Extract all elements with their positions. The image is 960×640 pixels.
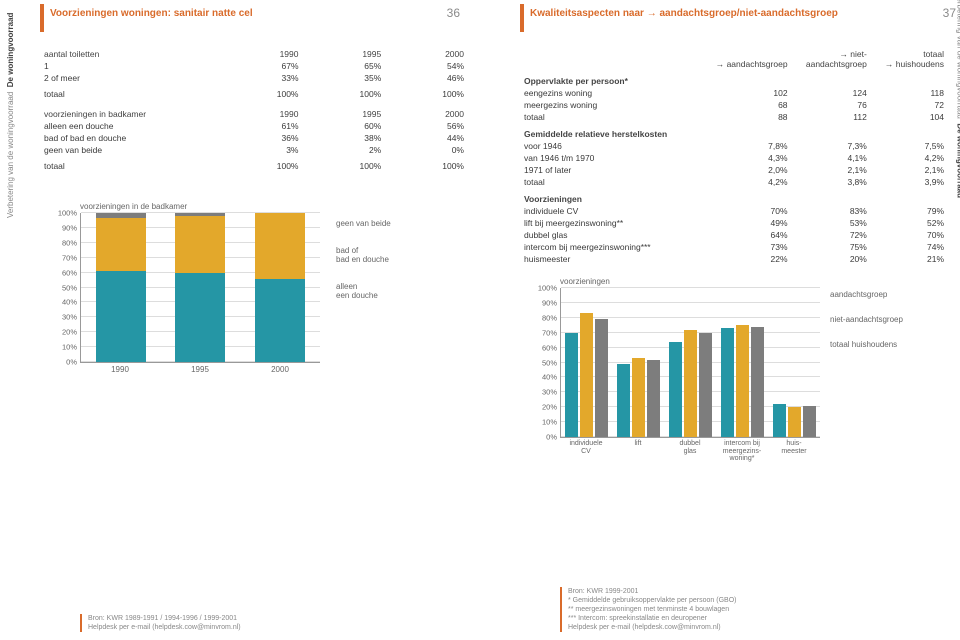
page-headers: Voorzieningen woningen: sanitair natte c… [0,0,960,38]
side-label-right: Verbetering van de woningvoorraad De won… [955,0,960,198]
chart-title-left: voorzieningen in de badkamer [80,202,468,211]
chart-title-right: voorzieningen [560,277,948,286]
panel-right: Verbetering van de woningvoorraad De won… [480,38,960,640]
accent-bar-right [520,4,524,32]
panel-left: Verbetering van de woningvoorraad De won… [0,38,480,640]
legend-left: geen van beidebad of bad en douchealleen… [336,219,391,318]
chart-right: 0%10%20%30%40%50%60%70%80%90%100% [560,288,820,438]
table-toiletten: aantal toiletten199019952000167%65%54%2 … [40,48,468,100]
source-right: Bron: KWR 1999-2001* Gemiddelde gebruiks… [560,587,736,632]
accent-bar-left [40,4,44,32]
page: Voorzieningen woningen: sanitair natte c… [0,0,960,640]
page-number-right: 37 [943,6,956,20]
title-left: Voorzieningen woningen: sanitair natte c… [50,4,253,19]
header-left: Voorzieningen woningen: sanitair natte c… [0,0,480,38]
side-label-left: Verbetering van de woningvoorraad De won… [6,13,15,218]
table-right: → aandachtsgroep→ niet-aandachtsgroeptot… [520,48,948,265]
legend-right: aandachtsgroepniet-aandachtsgroeptotaal … [830,290,903,365]
xlabels-right: individuele CVliftdubbel glasintercom bi… [560,440,820,463]
title-right: Kwaliteitsaspecten naar → aandachtsgroep… [530,4,838,19]
header-right: Kwaliteitsaspecten naar → aandachtsgroep… [480,0,960,38]
xlabels-left: 199019952000 [80,365,320,374]
page-number-left: 36 [447,6,460,20]
source-left: Bron: KWR 1989-1991 / 1994-1996 / 1999-2… [80,614,241,632]
table-badkamer: voorzieningen in badkamer199019952000all… [40,108,468,172]
chart-left: 0%10%20%30%40%50%60%70%80%90%100% [80,213,320,363]
main: Verbetering van de woningvoorraad De won… [0,38,960,640]
